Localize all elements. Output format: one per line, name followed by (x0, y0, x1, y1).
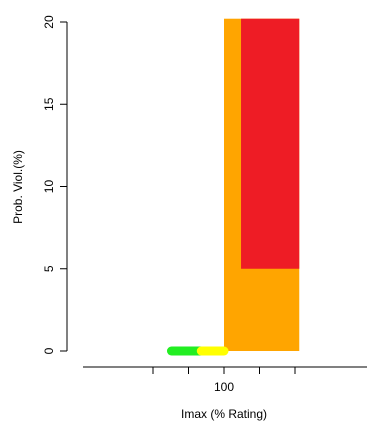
region-red (241, 18, 300, 269)
y-tick-label: 10 (42, 180, 56, 194)
x-tick-label: 100 (214, 380, 234, 394)
y-axis-title: Prob. Viol.(%) (11, 150, 25, 224)
y-tick-label: 20 (42, 15, 56, 29)
plot-area (166, 18, 300, 356)
y-tick-label: 15 (42, 97, 56, 111)
y-tick-label: 0 (42, 347, 56, 354)
x-axis-title: Imax (% Rating) (181, 407, 267, 421)
axes: 100 0 5 10 15 20 (42, 15, 367, 394)
y-tick-label: 5 (42, 265, 56, 272)
